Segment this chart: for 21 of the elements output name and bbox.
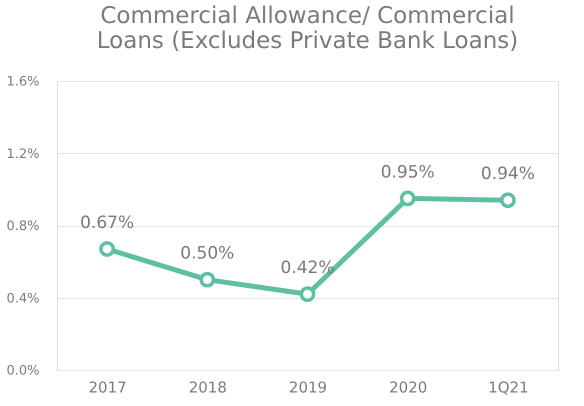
x-tick-label: 2019 xyxy=(288,378,328,396)
data-label: 0.67% xyxy=(80,212,134,233)
point xyxy=(300,286,316,302)
chart-title: Commercial Allowance/ Commercial Loans (Excludes Private Bank Loans) xyxy=(96,3,518,54)
y-tick-label: 0.0% xyxy=(6,364,40,378)
data-label: 0.94% xyxy=(480,164,535,184)
point xyxy=(400,190,416,206)
y-tick-label: 1.2% xyxy=(6,146,40,162)
x-tick-label: 1Q21 xyxy=(488,378,529,396)
point xyxy=(99,241,115,257)
y-tick-label: 0.4% xyxy=(6,291,40,306)
y-tick-label: 1.6% xyxy=(6,74,40,90)
x-tick-label: 2020 xyxy=(389,378,428,396)
point xyxy=(500,192,516,208)
x-tick-label: 2018 xyxy=(188,378,227,396)
point xyxy=(199,272,216,288)
data-label: 0.42% xyxy=(280,258,335,278)
y-tick-label: 0.8% xyxy=(6,219,40,234)
data-label: 0.50% xyxy=(180,244,234,264)
data-label: 0.95% xyxy=(380,162,435,182)
x-tick-label: 2017 xyxy=(88,378,127,396)
